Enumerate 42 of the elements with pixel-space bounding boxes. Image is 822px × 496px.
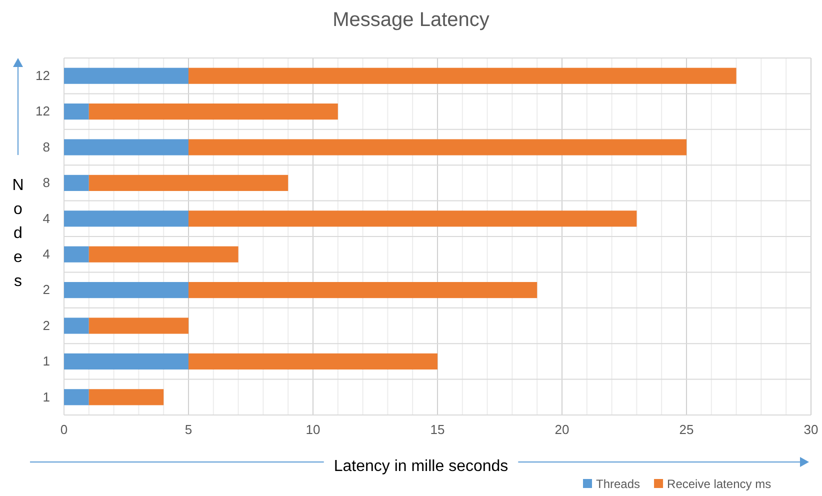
x-tick-label: 20: [554, 422, 570, 438]
x-tick-label: 15: [430, 422, 445, 438]
x-tick-label: 10: [306, 422, 320, 438]
bar: [64, 282, 188, 298]
bar: [88, 174, 288, 191]
bar: [64, 353, 188, 370]
bar: [64, 246, 89, 262]
bar: [64, 139, 188, 156]
bar: [188, 282, 538, 298]
bar: [64, 68, 188, 84]
bar: [188, 139, 686, 156]
bar: [188, 210, 637, 227]
bar: [188, 68, 736, 84]
bar: [88, 246, 238, 262]
bar: [64, 104, 89, 120]
bar: [64, 389, 89, 406]
y-tick-label: 8: [42, 175, 50, 190]
x-tick-label: 25: [679, 422, 694, 438]
y-tick-label: 12: [36, 104, 50, 119]
bar: [64, 210, 188, 227]
y-tick-label: 2: [42, 282, 50, 298]
bar: [64, 174, 89, 191]
x-tick-label: 30: [804, 422, 818, 438]
bar: [88, 104, 338, 120]
y-tick-label: 4: [42, 210, 50, 226]
y-tick-label: 12: [36, 68, 50, 84]
bar: [88, 318, 188, 334]
bar: [88, 389, 164, 406]
bar: [64, 318, 89, 334]
chart-title: Message Latency: [332, 9, 490, 31]
y-axis-title: Nodes: [12, 177, 24, 290]
legend-label: Receive latency ms: [667, 477, 772, 491]
y-tick-label: 2: [42, 318, 50, 333]
x-tick-label: 5: [184, 422, 192, 438]
x-axis-title: Latency in mille seconds: [334, 458, 508, 475]
y-tick-label: 8: [42, 139, 50, 154]
bar: [188, 353, 438, 370]
x-tick-label: 0: [60, 422, 68, 438]
y-tick-label: 1: [42, 354, 50, 369]
legend-label: Threads: [596, 477, 640, 491]
y-tick-label: 1: [42, 389, 50, 404]
y-tick-label: 4: [42, 246, 50, 262]
